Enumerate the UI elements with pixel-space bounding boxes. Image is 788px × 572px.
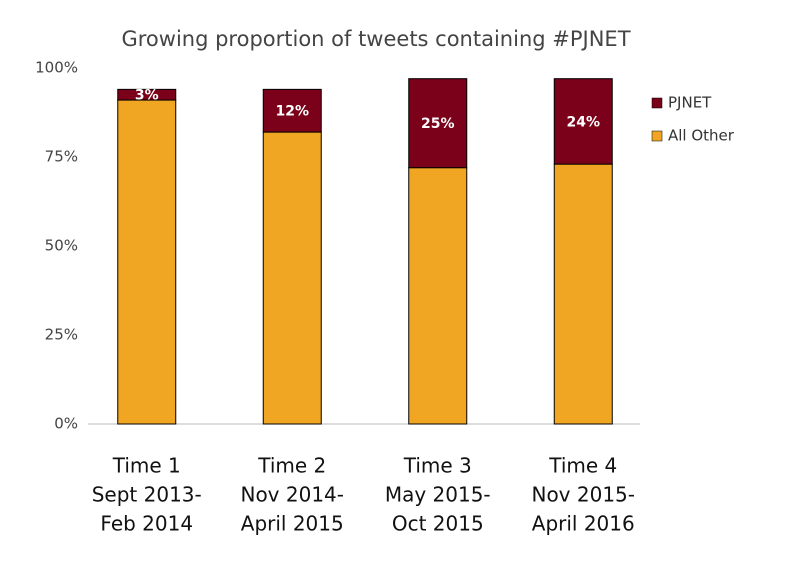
x-tick-label: Nov 2014- bbox=[240, 483, 344, 507]
y-tick-label: 0% bbox=[54, 415, 78, 433]
bar-segment bbox=[262, 131, 322, 425]
x-tick-label: Sept 2013- bbox=[92, 483, 202, 507]
legend-label: All Other bbox=[668, 127, 735, 145]
bar-segment bbox=[117, 88, 177, 101]
bar-segment bbox=[553, 163, 613, 425]
legend-swatch bbox=[651, 130, 663, 142]
bar-segment bbox=[553, 78, 613, 165]
x-tick-label: Nov 2015- bbox=[531, 483, 635, 507]
x-tick-label: Time 4 bbox=[548, 454, 617, 478]
x-tick-label: Time 1 bbox=[112, 454, 181, 478]
data-label: 3% bbox=[135, 88, 159, 104]
x-tick-label: Time 2 bbox=[257, 454, 326, 478]
bar-segment bbox=[262, 88, 322, 133]
x-tick-label: Oct 2015 bbox=[392, 512, 484, 536]
x-tick-label: Time 3 bbox=[403, 454, 472, 478]
y-tick-label: 50% bbox=[45, 237, 78, 255]
data-label: 12% bbox=[275, 104, 309, 120]
x-tick-label: April 2015 bbox=[241, 512, 344, 536]
legend-swatch bbox=[651, 97, 663, 109]
data-label: 25% bbox=[421, 116, 455, 132]
chart-title: Growing proportion of tweets containing … bbox=[121, 27, 630, 51]
y-tick-label: 75% bbox=[45, 148, 78, 166]
bar-segment bbox=[117, 99, 177, 425]
y-tick-label: 25% bbox=[45, 326, 78, 344]
bar-segment bbox=[408, 167, 468, 425]
data-label: 24% bbox=[566, 114, 600, 130]
x-tick-label: April 2016 bbox=[532, 512, 635, 536]
bar-segment bbox=[408, 78, 468, 169]
x-tick-label: Feb 2014 bbox=[100, 512, 193, 536]
x-tick-label: May 2015- bbox=[385, 483, 491, 507]
legend-label: PJNET bbox=[668, 94, 712, 112]
y-tick-label: 100% bbox=[35, 59, 78, 77]
